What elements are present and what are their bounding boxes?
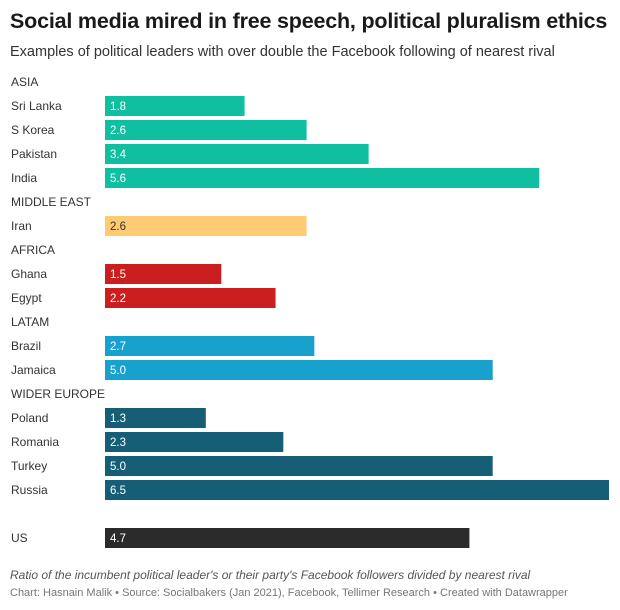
value-label-poland: 1.3 [110, 413, 126, 425]
value-label-russia: 6.5 [110, 485, 126, 497]
credit-chart: Chart: Hasnain Malik [10, 587, 113, 599]
category-label-russia: Russia [11, 483, 48, 497]
bar-us [105, 528, 470, 548]
category-label-brazil: Brazil [11, 339, 41, 353]
category-label-ghana: Ghana [11, 267, 47, 281]
category-label-turkey: Turkey [11, 459, 47, 473]
value-label-pakistan: 3.4 [110, 149, 127, 161]
value-label-turkey: 5.0 [110, 461, 126, 473]
credit-separator: • [115, 587, 120, 599]
category-label-s-korea: S Korea [11, 123, 55, 137]
bar-russia [105, 480, 609, 500]
category-label-egypt: Egypt [11, 291, 42, 305]
category-label-us: US [11, 531, 28, 545]
bar-poland [105, 408, 206, 428]
group-label-middle-east: MIDDLE EAST [11, 195, 92, 209]
value-label-iran: 2.6 [110, 221, 126, 233]
chart-credits: Chart: Hasnain Malik • Source: Socialbak… [10, 587, 568, 599]
value-label-brazil: 2.7 [110, 341, 126, 353]
group-label-africa: AFRICA [11, 243, 55, 257]
bar-iran [105, 216, 307, 236]
category-label-india: India [11, 171, 37, 185]
bar-chart: ASIA Sri Lanka 1.8 S Korea 2.6 Pakistan 3.4 Ind… [11, 75, 609, 548]
bar-india [105, 168, 540, 188]
bar-sri-lanka [105, 96, 245, 116]
value-label-romania: 2.3 [110, 437, 126, 449]
chart-title: Social media mired in free speech, polit… [10, 9, 608, 33]
category-label-jamaica: Jamaica [11, 363, 56, 377]
category-label-sri-lanka: Sri Lanka [11, 99, 62, 113]
bar-romania [105, 432, 284, 452]
bar-ghana [105, 264, 222, 284]
value-label-ghana: 1.5 [110, 269, 126, 281]
value-label-egypt: 2.2 [110, 293, 126, 305]
chart-note: Ratio of the incumbent political leader'… [10, 568, 531, 582]
value-label-jamaica: 5.0 [110, 365, 126, 377]
chart-subtitle: Examples of political leaders with over … [10, 44, 555, 60]
bar-brazil [105, 336, 315, 356]
group-label-asia: ASIA [11, 75, 38, 89]
bar-pakistan [105, 144, 369, 164]
credit-tool: Created with Datawrapper [440, 587, 568, 599]
value-label-s-korea: 2.6 [110, 125, 126, 137]
credit-separator: • [433, 587, 437, 599]
group-label-latam: LATAM [11, 315, 49, 329]
category-label-romania: Romania [11, 435, 59, 449]
category-label-iran: Iran [11, 219, 32, 233]
bar-egypt [105, 288, 276, 308]
credit-source: Source: Socialbakers (Jan 2021), Faceboo… [122, 587, 431, 599]
bar-jamaica [105, 360, 493, 380]
category-label-poland: Poland [11, 411, 48, 425]
value-label-sri-lanka: 1.8 [110, 101, 126, 113]
bar-turkey [105, 456, 493, 476]
value-label-india: 5.6 [110, 173, 126, 185]
bar-s-korea [105, 120, 307, 140]
group-label-wider-europe: WIDER EUROPE [11, 387, 105, 401]
category-label-pakistan: Pakistan [11, 147, 57, 161]
value-label-us: 4.7 [110, 533, 126, 545]
